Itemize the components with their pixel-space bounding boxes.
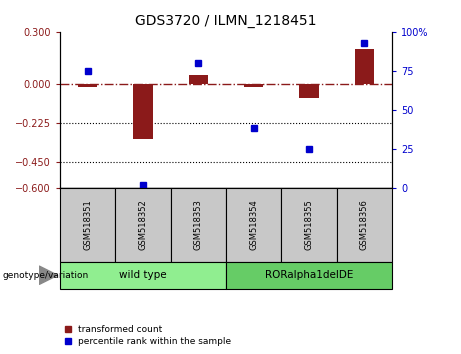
Text: GSM518353: GSM518353 [194,199,203,250]
Text: RORalpha1delDE: RORalpha1delDE [265,270,353,280]
Bar [60,262,226,289]
Bar [115,188,171,262]
Title: GDS3720 / ILMN_1218451: GDS3720 / ILMN_1218451 [135,14,317,28]
Text: wild type: wild type [119,270,167,280]
Bar [133,84,153,139]
Text: GSM518352: GSM518352 [138,199,148,250]
Bar [189,75,208,84]
Text: GSM518356: GSM518356 [360,199,369,250]
Bar [171,188,226,262]
Bar [60,188,115,262]
Bar [226,262,392,289]
Legend: transformed count, percentile rank within the sample: transformed count, percentile rank withi… [65,325,231,346]
Bar [226,188,281,262]
Bar [244,84,263,87]
Text: genotype/variation: genotype/variation [2,271,89,280]
Bar [355,49,374,84]
Bar [78,84,97,87]
Bar [337,188,392,262]
Bar [299,84,319,98]
Text: GSM518355: GSM518355 [304,199,313,250]
Bar [281,188,337,262]
Text: GSM518354: GSM518354 [249,199,258,250]
Text: GSM518351: GSM518351 [83,199,92,250]
Polygon shape [39,266,58,285]
